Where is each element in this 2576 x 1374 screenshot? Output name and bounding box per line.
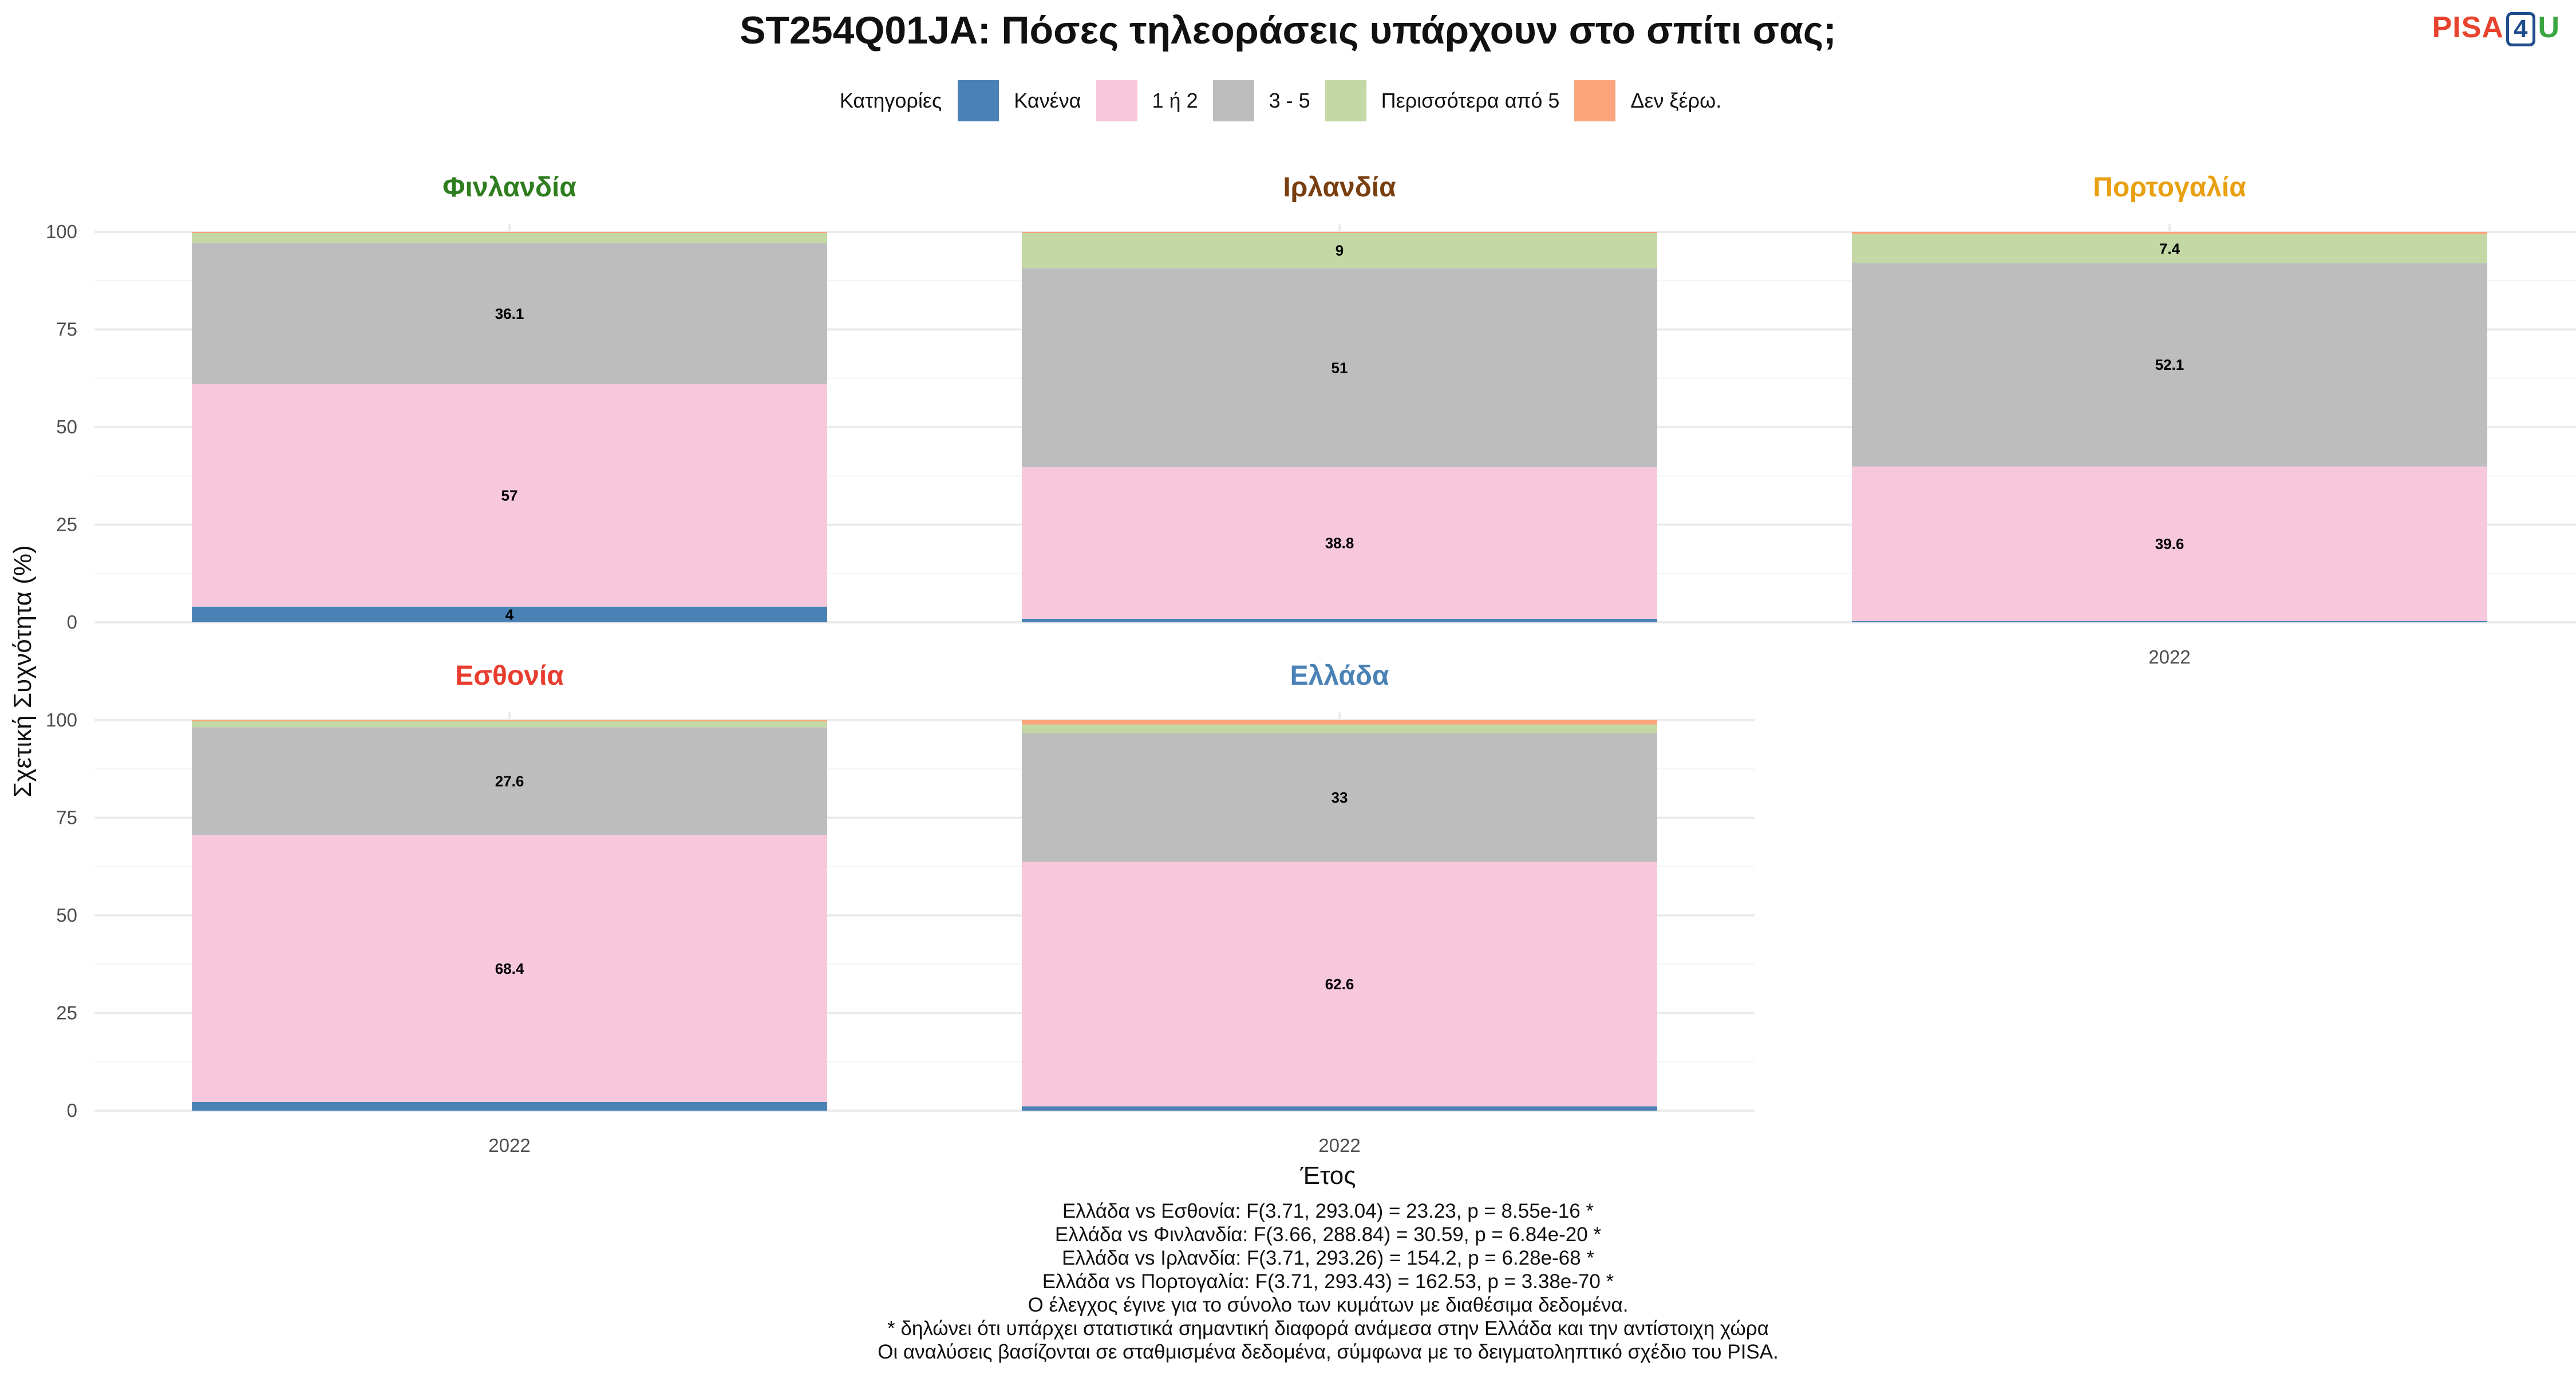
bar-segment-facet-1-1 xyxy=(1022,467,1657,619)
legend-item-3-5: 3 - 5 xyxy=(1212,80,1310,121)
note-line: Ελλάδα vs Ιρλανδία: F(3.71, 293.26) = 15… xyxy=(1062,1247,1594,1269)
bar-segment-facet-2-4 xyxy=(1852,232,2487,235)
bar-segment-facet-1-3 xyxy=(1022,233,1657,269)
y-tick-label: 100 xyxy=(46,709,77,731)
bar-segment-facet-1-2 xyxy=(1022,268,1657,468)
data-label: 38.8 xyxy=(1325,535,1354,552)
data-label: 4 xyxy=(505,606,514,623)
note-line: Οι αναλύσεις βασίζονται σε σταθμισμένα δ… xyxy=(878,1341,1779,1363)
legend-swatch-1-2 xyxy=(1096,80,1137,121)
facet-title-2: Πορτογαλία xyxy=(2093,172,2246,203)
bar-segment-facet-1-0 xyxy=(1022,618,1657,622)
faceted-stacked-bar-chart: Φινλανδία 0 25 50 75 100 4 57 36.1 Ιρλανδία 38.8 51… xyxy=(9,172,2576,1190)
data-label: 39.6 xyxy=(2155,535,2184,552)
legend-label-3-5: 3 - 5 xyxy=(1269,89,1310,112)
legend-item-none: Κανένα xyxy=(958,80,1081,121)
bar-segment-facet-3-2 xyxy=(192,727,827,835)
facet-title-4: Ελλάδα xyxy=(1290,661,1389,691)
facet-title-1: Ιρλανδία xyxy=(1283,172,1396,203)
legend-item-1-2: 1 ή 2 xyxy=(1096,80,1198,121)
bar-segment-facet-3-1 xyxy=(192,835,827,1102)
data-label: 7.4 xyxy=(2159,240,2180,257)
y-tick-label: 0 xyxy=(67,611,77,633)
y-tick-label: 25 xyxy=(56,1002,77,1024)
x-axis-title: Έτος xyxy=(1300,1162,1356,1190)
y-tick-label: 0 xyxy=(67,1100,77,1121)
bar-segment-facet-4-2 xyxy=(1022,733,1657,862)
legend-swatch-3-5 xyxy=(1212,80,1254,121)
y-tick-label: 75 xyxy=(56,319,77,340)
legend: Κατηγορίες Κανένα 1 ή 2 3 - 5 Περισσότερ… xyxy=(0,80,2576,121)
note-line: * δηλώνει ότι υπάρχει στατιστικά σημαντι… xyxy=(887,1317,1769,1340)
data-label: 51 xyxy=(1332,359,1348,376)
data-label: 68.4 xyxy=(495,960,524,977)
bar-segment-facet-2-3 xyxy=(1852,234,2487,263)
bar-segment-facet-0-0 xyxy=(192,606,827,622)
legend-label-1-2: 1 ή 2 xyxy=(1152,89,1198,112)
y-axis-title: Σχετική Συχνότητα (%) xyxy=(9,545,37,797)
y-tick-label: 50 xyxy=(56,905,77,926)
bar-segment-facet-2-2 xyxy=(1852,263,2487,467)
data-label: 9 xyxy=(1336,242,1344,259)
bar-segment-facet-4-0 xyxy=(1022,1106,1657,1111)
bar-segment-facet-0-4 xyxy=(192,232,827,234)
logo-u-text: U xyxy=(2538,11,2560,44)
bar-segment-facet-3-4 xyxy=(192,720,827,722)
legend-label-none: Κανένα xyxy=(1014,89,1081,112)
bar-segment-facet-2-1 xyxy=(1852,466,2487,621)
logo-four-badge: 4 xyxy=(2506,12,2536,46)
logo-pisa-text: PISA xyxy=(2432,11,2504,44)
note-line: Ελλάδα vs Φινλανδία: F(3.66, 288.84) = 3… xyxy=(1054,1223,1602,1246)
legend-swatch-more-than-5 xyxy=(1325,80,1366,121)
bar-segment-facet-0-3 xyxy=(192,233,827,243)
note-line: Ελλάδα vs Πορτογαλία: F(3.71, 293.43) = … xyxy=(1042,1270,1614,1293)
bar-segment-facet-0-1 xyxy=(192,384,827,607)
y-tick-label: 100 xyxy=(46,221,77,242)
legend-swatch-none xyxy=(958,80,999,121)
data-label: 62.6 xyxy=(1325,976,1354,993)
data-label: 57 xyxy=(501,487,518,504)
bar-segment-facet-0-2 xyxy=(192,243,827,384)
chart-title: ST254Q01JA: Πόσες τηλεοράσεις υπάρχουν σ… xyxy=(740,9,1836,52)
facet-title-0: Φινλανδία xyxy=(442,172,576,203)
legend-swatch-dont-know xyxy=(1574,80,1616,121)
y-tick-label: 25 xyxy=(56,514,77,535)
data-label: 27.6 xyxy=(495,772,524,789)
bar-segment-facet-4-3 xyxy=(1022,724,1657,733)
legend-title: Κατηγορίες xyxy=(839,89,942,112)
data-label: 52.1 xyxy=(2155,356,2184,373)
bar-segment-facet-3-0 xyxy=(192,1101,827,1111)
note-line: Ο έλεγχος έγινε για το σύνολο των κυμάτω… xyxy=(1028,1294,1629,1316)
legend-label-dont-know: Δεν ξέρω. xyxy=(1630,89,1722,112)
y-tick-label: 50 xyxy=(56,416,77,437)
data-label: 33 xyxy=(1332,789,1348,806)
data-label: 36.1 xyxy=(495,305,524,322)
x-tick-label: 2022 xyxy=(2148,646,2190,668)
x-tick-label: 2022 xyxy=(488,1135,530,1156)
bar-segment-facet-2-0 xyxy=(1852,621,2487,622)
bar-segment-facet-4-1 xyxy=(1022,862,1657,1107)
statistical-notes: Ελλάδα vs Εσθονία: F(3.71, 293.04) = 23.… xyxy=(0,1199,2576,1364)
legend-item-dont-know: Δεν ξέρω. xyxy=(1574,80,1721,121)
bar-segment-facet-4-4 xyxy=(1022,720,1657,725)
x-tick-label: 2022 xyxy=(1318,1135,1360,1156)
bar-segment-facet-1-4 xyxy=(1022,232,1657,234)
y-tick-label: 75 xyxy=(56,807,77,828)
pisa4u-logo: PISA 4 U xyxy=(2432,10,2560,46)
legend-item-more-than-5: Περισσότερα από 5 xyxy=(1325,80,1560,121)
facet-title-3: Εσθονία xyxy=(455,661,564,691)
bar-segment-facet-3-3 xyxy=(192,721,827,728)
legend-label-more-than-5: Περισσότερα από 5 xyxy=(1381,89,1560,112)
note-line: Ελλάδα vs Εσθονία: F(3.71, 293.04) = 23.… xyxy=(1062,1200,1594,1222)
